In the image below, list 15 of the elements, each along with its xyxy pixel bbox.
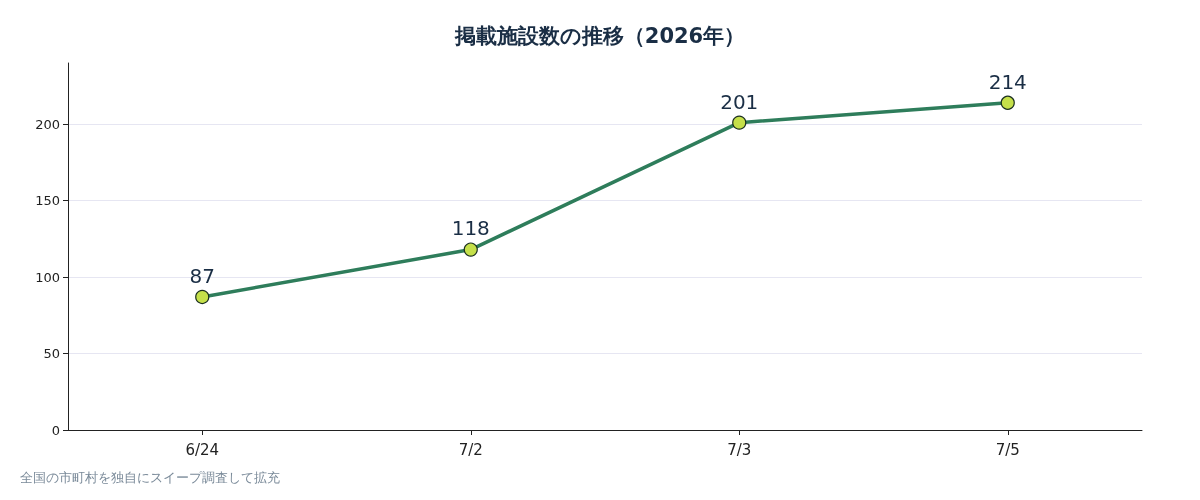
- data-label: 214: [988, 69, 1027, 94]
- data-label: 118: [451, 216, 490, 241]
- y-tick-label: 0: [51, 422, 60, 438]
- data-label: 87: [189, 263, 215, 288]
- y-tick-label: 50: [43, 346, 60, 362]
- x-tick-label: 7/5: [995, 440, 1020, 459]
- x-tick-label: 6/24: [185, 440, 220, 459]
- y-tick-label: 150: [35, 193, 60, 209]
- x-tick-label: 7/2: [458, 440, 483, 459]
- text: 全国の市町村を独自にスイープ調査して拡充: [20, 470, 280, 485]
- y-tick-label: 100: [35, 269, 60, 285]
- data-label: 201: [720, 89, 759, 114]
- x-tick-label: 7/3: [727, 440, 752, 459]
- chart-title: 掲載施設数の推移（2026年）: [453, 23, 746, 48]
- y-tick-label: 200: [35, 116, 60, 132]
